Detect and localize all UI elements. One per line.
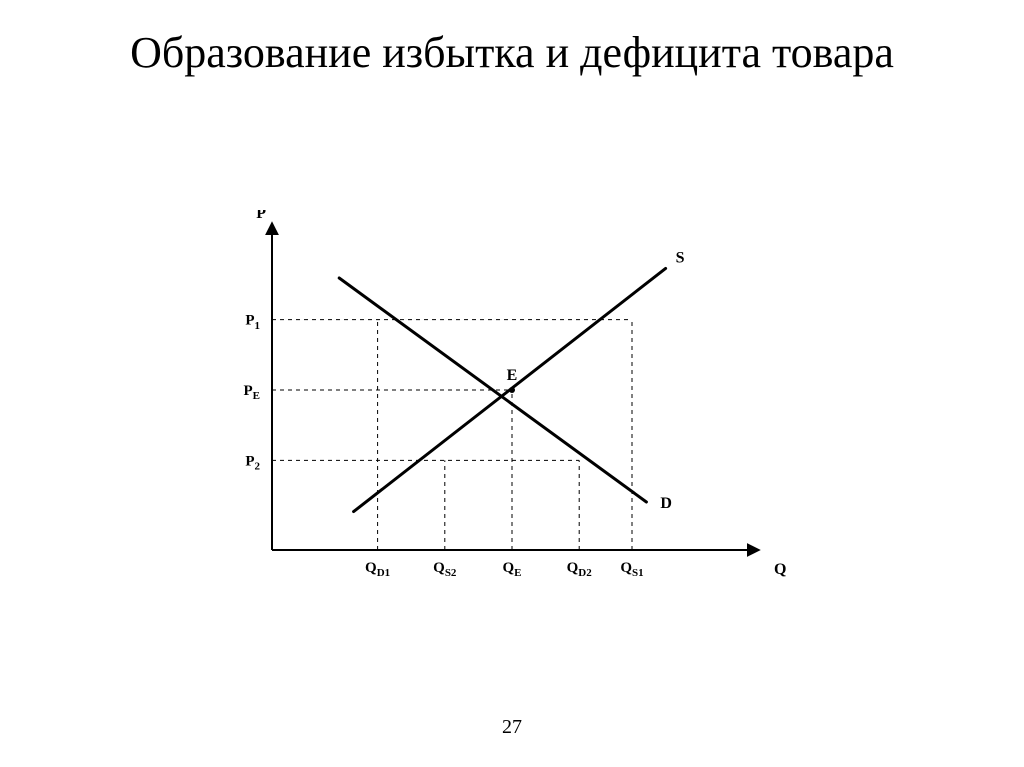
curve-label-s: S [676, 249, 685, 266]
slide: Образование избытка и дефицита товара P Q… [0, 0, 1024, 767]
x-tick-label: QS1 [620, 560, 643, 579]
x-tick-label: QS2 [433, 560, 457, 579]
x-tick-label: QD1 [365, 560, 390, 579]
equilibrium-label: E [507, 367, 518, 384]
y-axis-label: P [256, 210, 266, 222]
y-tick-label: P1 [245, 313, 260, 332]
x-tick-label: QD2 [567, 560, 593, 579]
curve-label-d: D [660, 495, 672, 512]
x-axis-label: Q [774, 561, 786, 578]
y-tick-label: PE [243, 383, 260, 402]
page-title: Образование избытка и дефицита товара [0, 28, 1024, 79]
x-tick-label: QE [502, 560, 521, 579]
equilibrium-point [509, 387, 515, 393]
supply-demand-chart: P Q P1 PE P2 QD1 QS2 QE QD2 QS1 D S E [212, 210, 812, 630]
page-number: 27 [0, 716, 1024, 739]
y-tick-label: P2 [245, 453, 260, 472]
